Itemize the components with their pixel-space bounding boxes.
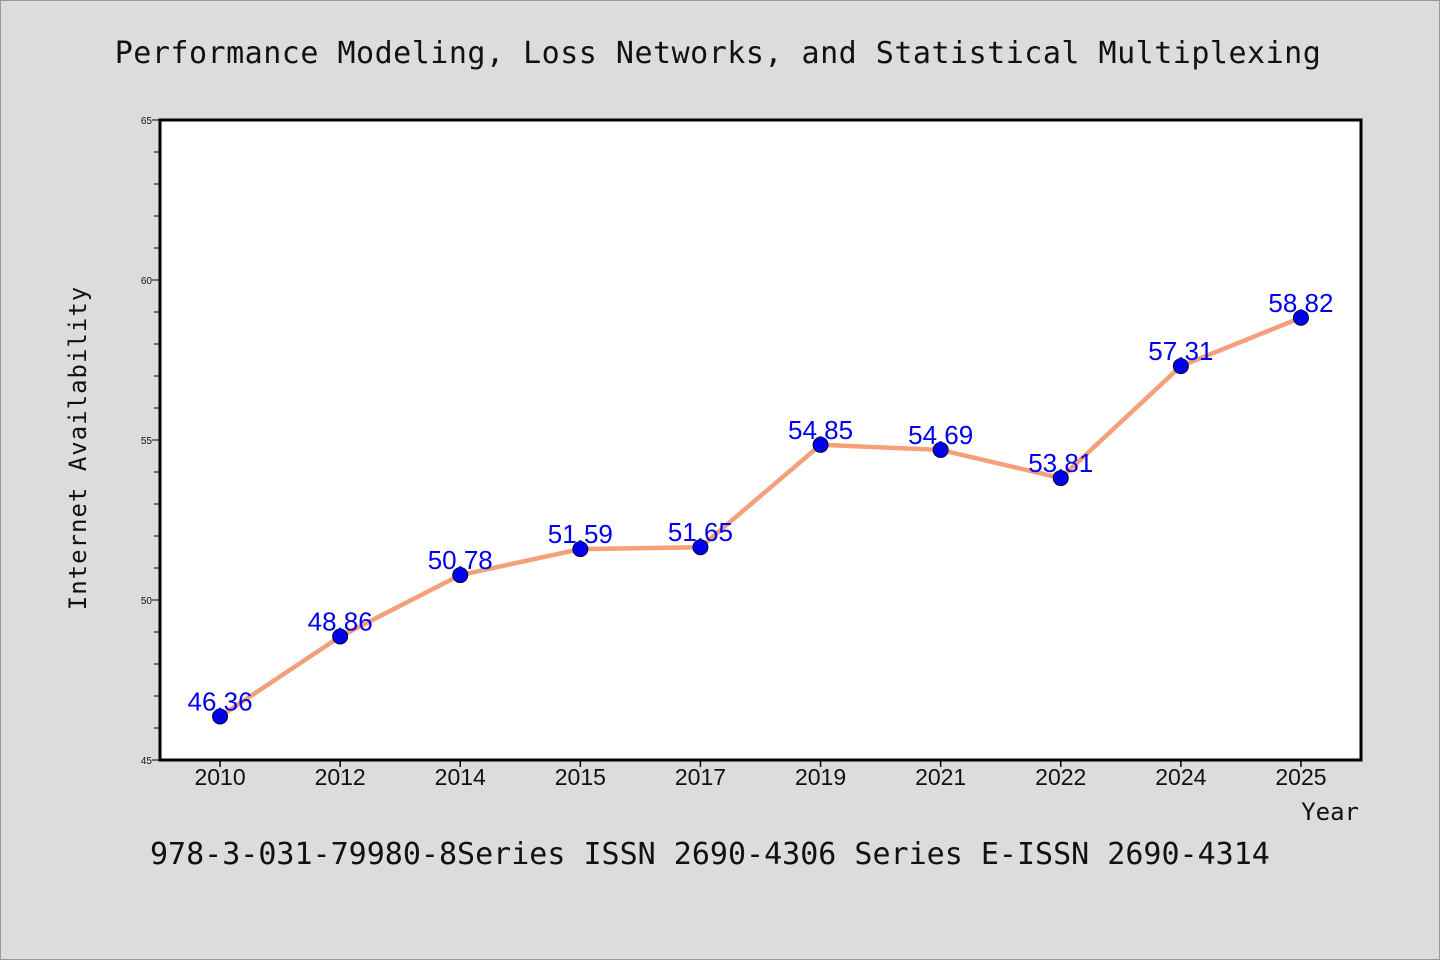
x-tick-label: 2024: [1155, 764, 1206, 790]
data-label: 46.36: [188, 686, 253, 716]
data-label: 51.59: [548, 519, 613, 549]
x-tick-label: 2012: [315, 764, 366, 790]
data-point: [812, 436, 829, 453]
x-axis-label: Year: [1301, 798, 1359, 826]
data-label: 48.86: [308, 606, 373, 636]
y-tick-label: 50: [141, 596, 153, 607]
series-layer: 46.36 48.86 50.78 51.59 51.65 54.85 54.69 53.81…: [188, 288, 1333, 725]
plot-area: [158, 118, 1363, 762]
data-point: [692, 539, 709, 556]
series-line: [217, 315, 1304, 719]
x-tick-label: 2015: [555, 764, 606, 790]
y-tick-label: 45: [141, 756, 153, 767]
x-tick-label: 2014: [435, 764, 486, 790]
y-axis: 45 50 55 60 65: [141, 116, 160, 767]
footer-isbn-text: 978-3-031-79980-8Series ISSN 2690-4306 S…: [150, 837, 1270, 872]
data-label: 50.78: [428, 545, 493, 575]
data-point: [452, 567, 469, 584]
data-point: [212, 708, 229, 725]
data-label: 53.81: [1028, 448, 1093, 478]
data-label: 58.82: [1268, 288, 1333, 318]
data-label: 54.85: [788, 415, 853, 445]
y-tick-label: 60: [141, 276, 153, 287]
x-tick-label: 2025: [1275, 764, 1326, 790]
data-point: [932, 441, 949, 458]
y-tick-label: 55: [141, 436, 153, 447]
data-label: 54.69: [908, 420, 973, 450]
data-label: 51.65: [668, 517, 733, 547]
x-tick-label: 2017: [675, 764, 726, 790]
x-tick-label: 2019: [795, 764, 846, 790]
y-axis-label: Internet Availability: [64, 286, 92, 610]
x-axis: 2010 2012 2014 2015 2017 2019 2021 2022 2024 2025: [194, 760, 1327, 790]
data-point: [1172, 358, 1189, 375]
data-point: [1292, 309, 1309, 326]
data-point: [1052, 470, 1069, 487]
data-point: [332, 628, 349, 645]
data-point: [572, 541, 589, 558]
chart-title: Performance Modeling, Loss Networks, and…: [115, 36, 1322, 71]
x-tick-label: 2021: [915, 764, 966, 790]
x-tick-label: 2022: [1035, 764, 1086, 790]
y-tick-label: 65: [141, 116, 153, 127]
x-tick-label: 2010: [194, 764, 245, 790]
data-label: 57.31: [1148, 336, 1213, 366]
